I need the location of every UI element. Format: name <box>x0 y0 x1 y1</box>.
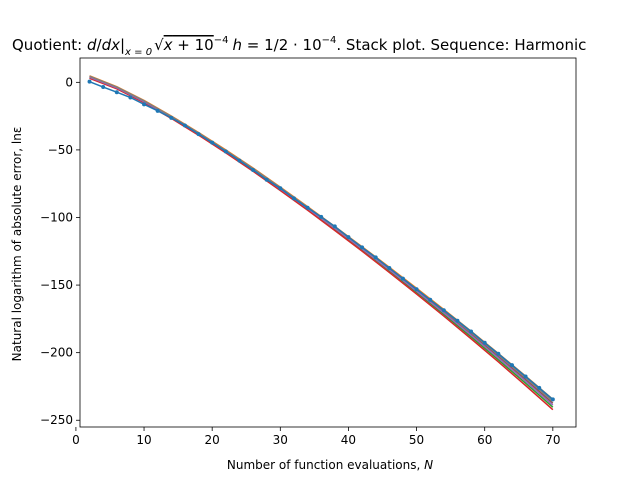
series-line-4 <box>89 75 554 404</box>
data-point <box>128 95 133 100</box>
data-point <box>87 79 92 84</box>
x-tick-label: 20 <box>205 433 220 447</box>
axes-frame <box>79 57 577 428</box>
series-line-1 <box>89 75 554 400</box>
title-dx: dx <box>102 36 121 54</box>
data-point <box>114 90 119 95</box>
x-tick-label: 0 <box>72 433 80 447</box>
data-point <box>346 235 351 240</box>
y-axis-label: Natural logarithm of absolute error, lnε <box>10 127 24 362</box>
x-tick-label: 30 <box>273 433 288 447</box>
title-radicand-exp: −4 <box>214 35 229 46</box>
data-point <box>264 177 269 182</box>
title-suffix: . Stack plot. Sequence: Harmonic <box>336 36 586 54</box>
y-tick-label: −250 <box>40 413 73 427</box>
chart-title: Quotient: d/dx|x = 0 √x + 10−4 h = 1/2 · 1… <box>12 35 586 58</box>
x-axis-label-text: Number of function evaluations, <box>227 458 424 472</box>
data-point <box>550 397 555 402</box>
x-axis-ticks: 0 10 20 30 40 50 60 70 <box>72 427 560 447</box>
title-h: h <box>232 36 242 54</box>
data-point <box>332 224 337 229</box>
data-point <box>360 245 365 250</box>
data-point <box>496 351 501 356</box>
data-point <box>373 255 378 260</box>
y-tick-label: 0 <box>65 75 73 89</box>
y-tick-label: −50 <box>48 143 73 157</box>
series-line-5 <box>89 76 554 406</box>
x-tick-label: 10 <box>136 433 151 447</box>
series-line-2 <box>89 76 554 408</box>
series-line-0 <box>89 80 554 401</box>
data-point <box>537 385 542 390</box>
data-point <box>387 266 392 271</box>
data-point <box>291 196 296 201</box>
data-point <box>305 205 310 210</box>
data-point <box>482 340 487 345</box>
x-tick-label: 70 <box>545 433 560 447</box>
series-line-3 <box>89 77 554 411</box>
title-prefix: Quotient: <box>12 36 87 54</box>
data-point <box>523 374 528 379</box>
data-point <box>441 308 446 313</box>
data-point <box>196 132 201 137</box>
x-tick-label: 60 <box>477 433 492 447</box>
data-point <box>278 186 283 191</box>
data-point <box>169 115 174 120</box>
data-point <box>400 276 405 281</box>
data-point <box>182 123 187 128</box>
x-tick-label: 50 <box>409 433 424 447</box>
data-point <box>101 85 106 90</box>
title-slash: / <box>97 36 103 54</box>
data-point <box>142 102 147 107</box>
data-point <box>509 363 514 368</box>
plot-area <box>79 57 577 428</box>
title-radicand-plus: + 10 <box>173 36 214 54</box>
title-subscript: x = 0 <box>124 47 152 58</box>
data-point <box>428 297 433 302</box>
x-axis-label: Number of function evaluations, N <box>227 458 433 472</box>
series-layer <box>87 75 555 411</box>
data-point <box>251 168 256 173</box>
data-point <box>210 140 215 145</box>
title-radicand-x: x <box>163 36 173 54</box>
data-point <box>469 329 474 334</box>
title-sqrt-sign: √ <box>154 36 164 54</box>
data-point <box>455 318 460 323</box>
data-point <box>155 108 160 113</box>
title-h-exp: −4 <box>322 35 337 46</box>
data-point <box>319 214 324 219</box>
title-bar: | <box>120 36 125 54</box>
y-tick-label: −200 <box>40 346 73 360</box>
y-tick-label: −150 <box>40 278 73 292</box>
series-line-6 <box>89 75 554 402</box>
x-tick-label: 40 <box>341 433 356 447</box>
data-point <box>414 287 419 292</box>
data-point <box>223 149 228 154</box>
y-axis-ticks: 0 −50 −100 −150 −200 −250 <box>40 75 80 427</box>
data-point <box>237 158 242 163</box>
title-d: d <box>87 36 97 54</box>
title-eq: = 1/2 · 10 <box>242 36 322 54</box>
y-tick-label: −100 <box>40 210 73 224</box>
x-axis-label-var: N <box>424 458 433 472</box>
